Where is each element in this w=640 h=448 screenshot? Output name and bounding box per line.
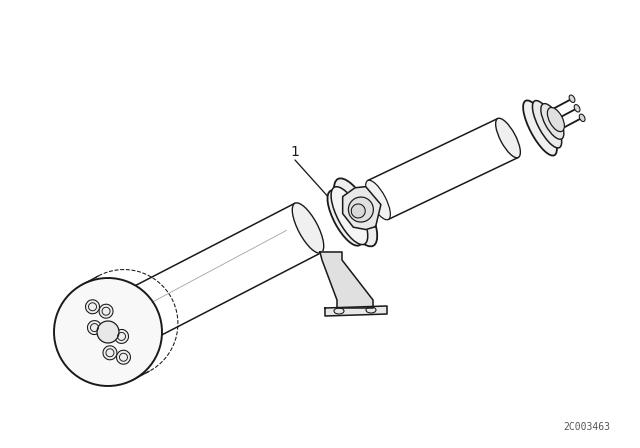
Ellipse shape <box>351 204 365 218</box>
Ellipse shape <box>115 329 129 344</box>
Ellipse shape <box>103 346 117 360</box>
Ellipse shape <box>331 187 368 245</box>
Text: 1: 1 <box>291 145 300 159</box>
Text: 2C003463: 2C003463 <box>563 422 610 432</box>
Ellipse shape <box>97 321 119 343</box>
Ellipse shape <box>88 321 102 335</box>
Polygon shape <box>320 252 373 308</box>
Ellipse shape <box>104 300 136 350</box>
Polygon shape <box>325 306 387 316</box>
Ellipse shape <box>116 350 131 364</box>
Ellipse shape <box>292 203 324 253</box>
Ellipse shape <box>99 304 113 318</box>
Ellipse shape <box>365 180 390 220</box>
Ellipse shape <box>86 300 99 314</box>
Ellipse shape <box>579 114 585 121</box>
Ellipse shape <box>348 197 373 222</box>
Ellipse shape <box>547 108 564 132</box>
Ellipse shape <box>569 95 575 103</box>
Ellipse shape <box>54 278 162 386</box>
Ellipse shape <box>523 100 557 155</box>
Ellipse shape <box>328 190 362 246</box>
Ellipse shape <box>495 118 520 158</box>
Polygon shape <box>342 187 381 229</box>
Ellipse shape <box>574 104 580 112</box>
Ellipse shape <box>541 103 564 139</box>
Ellipse shape <box>334 178 377 246</box>
Ellipse shape <box>532 100 562 148</box>
